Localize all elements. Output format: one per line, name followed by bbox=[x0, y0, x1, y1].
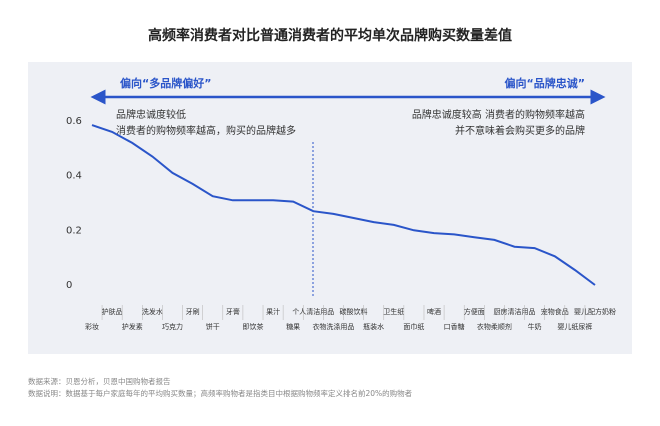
x-tick-label: 衣物洗涤用品 bbox=[312, 322, 354, 331]
left-bias-label: 偏向“多品牌偏好” bbox=[120, 76, 211, 90]
x-tick-label: 厨房清洁用品 bbox=[494, 307, 536, 316]
x-tick-label: 瓶装水 bbox=[363, 322, 384, 331]
y-tick-label: 0.2 bbox=[66, 225, 82, 236]
x-tick-label: 婴儿纸尿裤 bbox=[557, 322, 592, 331]
right-note: 并不意味着会购买更多的品牌 bbox=[455, 124, 585, 137]
right-bias-label: 偏向“品牌忠诚” bbox=[505, 76, 585, 90]
y-tick-label: 0.6 bbox=[66, 116, 82, 127]
y-tick-label: 0 bbox=[66, 280, 72, 291]
source-note: 数据说明：数据基于每户家庭每年的平均购买数量；高频率购物者是指类目中根据购物频率… bbox=[28, 388, 413, 398]
x-tick-label: 牛奶 bbox=[528, 322, 542, 331]
x-tick-label: 碳酸饮料 bbox=[340, 307, 368, 316]
x-tick-label: 方便面 bbox=[464, 307, 485, 316]
x-tick-label: 糖果 bbox=[286, 322, 300, 331]
x-tick-label: 个人清洁用品 bbox=[292, 307, 334, 316]
x-tick-label: 婴儿配方奶粉 bbox=[574, 307, 616, 316]
panel bbox=[28, 62, 632, 354]
x-tick-label: 宠物食品 bbox=[541, 307, 569, 316]
chart-title: 高频率消费者对比普通消费者的平均单次品牌购买数量差值 bbox=[148, 27, 512, 44]
x-tick-label: 果汁 bbox=[266, 307, 280, 316]
x-tick-label: 啤酒 bbox=[427, 307, 441, 316]
x-tick-label: 即饮茶 bbox=[242, 322, 263, 331]
y-tick-label: 0.4 bbox=[66, 171, 82, 182]
data-line bbox=[91, 124, 596, 286]
x-tick-label: 口香糖 bbox=[444, 322, 465, 331]
left-note: 品牌忠诚度较低 bbox=[116, 108, 186, 121]
right-note: 品牌忠诚度较高 消费者的购物频率越高 bbox=[412, 108, 585, 121]
x-tick-label: 彩妆 bbox=[85, 322, 99, 331]
x-tick-label: 面巾纸 bbox=[403, 322, 424, 331]
left-note: 消费者的购物频率越高，购买的品牌越多 bbox=[116, 124, 296, 137]
x-tick-label: 牙刷 bbox=[186, 308, 200, 316]
x-tick-label: 饼干 bbox=[206, 322, 220, 331]
x-tick-label: 卫生纸 bbox=[383, 307, 404, 316]
x-tick-label: 护发素 bbox=[122, 322, 143, 331]
x-tick-label: 护肤品 bbox=[102, 307, 123, 316]
x-tick-label: 牙膏 bbox=[226, 307, 240, 316]
x-tick-label: 衣物柔顺剂 bbox=[477, 322, 512, 331]
source-note: 数据来源：贝恩分析，贝恩中国购物者报告 bbox=[28, 376, 171, 386]
x-tick-label: 巧克力 bbox=[162, 322, 183, 331]
x-tick-label: 洗发水 bbox=[142, 307, 163, 316]
